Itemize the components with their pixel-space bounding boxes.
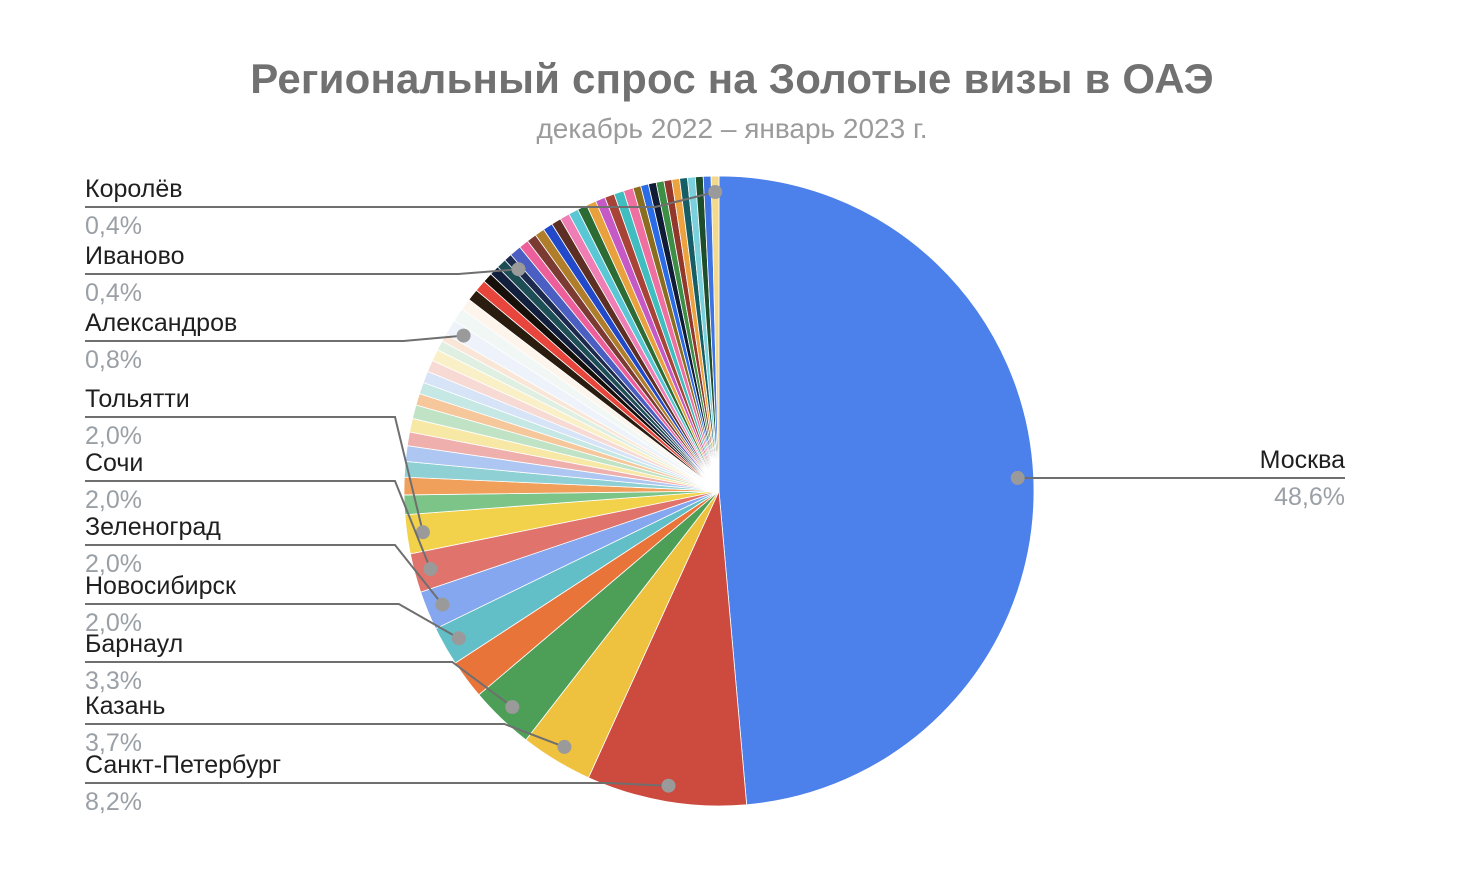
pie-slice-Королёв[interactable] bbox=[710, 175, 720, 492]
pie-slice-Санкт-Петербург[interactable] bbox=[587, 489, 748, 807]
slice-label-percent-Санкт-Петербург: 8,2% bbox=[85, 788, 142, 816]
callout-dot bbox=[557, 739, 572, 754]
callout-dot bbox=[505, 700, 520, 714]
slice-label-name-Барнаул: Барнаул bbox=[85, 630, 184, 658]
callout-line bbox=[85, 268, 519, 275]
slice-label-name-Тольятти: Тольятти bbox=[85, 385, 190, 413]
slice-label-name-Москва: Москва bbox=[1259, 446, 1345, 474]
callout-dot bbox=[511, 262, 526, 277]
callout-line bbox=[85, 782, 669, 787]
callout-line bbox=[85, 661, 513, 708]
callout-line bbox=[85, 723, 565, 748]
callout-dot bbox=[415, 525, 430, 540]
slice-label-percent-Иваново: 0,4% bbox=[85, 279, 142, 307]
slice-label-percent-Москва: 48,6% bbox=[1274, 483, 1345, 511]
slice-label-percent-Тольятти: 2,0% bbox=[85, 422, 142, 450]
slice-label-name-Королёв: Королёв bbox=[85, 175, 183, 203]
slice-label-name-Казань: Казань bbox=[85, 692, 166, 720]
pie-slice-Москва[interactable] bbox=[718, 175, 1035, 806]
callout-line bbox=[85, 480, 432, 570]
callout-dot bbox=[423, 562, 438, 576]
callout-line bbox=[85, 544, 444, 606]
slice-label-name-Александров: Александров bbox=[85, 309, 238, 337]
slice-label-percent-Сочи: 2,0% bbox=[85, 486, 142, 514]
chart-subtitle: декабрь 2022 – январь 2023 г. bbox=[536, 113, 928, 144]
callout-line bbox=[85, 334, 464, 342]
slice-label-percent-Александров: 0,8% bbox=[85, 346, 142, 374]
slice-label-percent-Казань: 3,7% bbox=[85, 729, 142, 757]
callout-dot bbox=[708, 185, 723, 199]
callout-dot bbox=[661, 778, 676, 793]
callout-dot bbox=[435, 597, 450, 612]
callout-line bbox=[85, 191, 716, 208]
slice-label-name-Новосибирск: Новосибирск bbox=[85, 572, 236, 600]
slice-label-name-Санкт-Петербург: Санкт-Петербург bbox=[85, 751, 282, 779]
slice-label-percent-Новосибирск: 2,0% bbox=[85, 609, 142, 637]
callout-dot bbox=[451, 631, 466, 646]
slice-label-name-Иваново: Иваново bbox=[85, 242, 185, 270]
callout-dot bbox=[1010, 470, 1025, 485]
chart-title: Региональный спрос на Золотые визы в ОАЭ bbox=[250, 55, 1214, 102]
slice-label-percent-Королёв: 0,4% bbox=[85, 212, 142, 240]
callout-line bbox=[85, 416, 424, 533]
slice-label-name-Зеленоград: Зеленоград bbox=[85, 513, 221, 541]
slice-label-percent-Барнаул: 3,3% bbox=[85, 667, 142, 695]
callout-line bbox=[85, 603, 460, 640]
callout-dot bbox=[456, 328, 471, 343]
slice-label-name-Сочи: Сочи bbox=[85, 449, 144, 477]
slice-label-percent-Зеленоград: 2,0% bbox=[85, 550, 142, 578]
